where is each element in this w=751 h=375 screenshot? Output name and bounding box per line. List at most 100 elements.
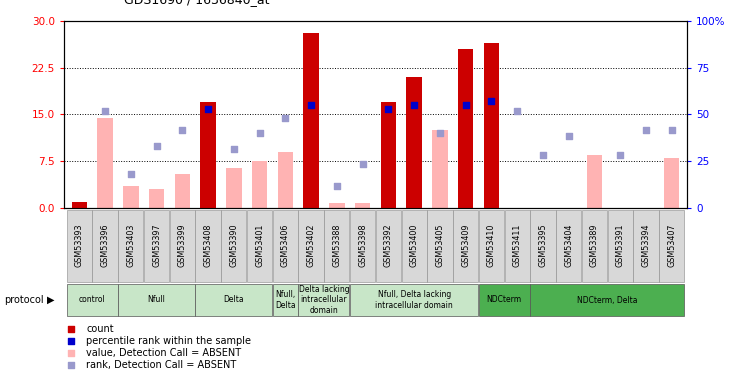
Point — [408, 102, 420, 108]
Bar — [149, 189, 164, 208]
Text: GSM53402: GSM53402 — [306, 224, 315, 267]
Bar — [432, 130, 448, 208]
Point — [254, 130, 266, 136]
Bar — [71, 202, 87, 208]
Bar — [324, 210, 349, 282]
Text: GSM53390: GSM53390 — [229, 224, 238, 267]
Text: ▶: ▶ — [47, 295, 55, 305]
Bar — [226, 168, 242, 208]
Text: Nfull,
Delta: Nfull, Delta — [275, 290, 296, 310]
Text: GSM53392: GSM53392 — [384, 224, 393, 267]
Text: GSM53397: GSM53397 — [152, 224, 161, 267]
Text: GSM53401: GSM53401 — [255, 224, 264, 267]
Bar — [273, 210, 298, 282]
Text: GSM53410: GSM53410 — [487, 224, 496, 267]
Bar — [123, 186, 138, 208]
Point — [537, 152, 549, 158]
Bar — [505, 210, 529, 282]
Point — [202, 106, 214, 112]
Point — [640, 127, 652, 133]
Bar — [144, 210, 169, 282]
Point — [176, 127, 189, 133]
Bar — [247, 210, 272, 282]
Text: GSM53409: GSM53409 — [461, 224, 470, 267]
Point — [357, 161, 369, 167]
Text: GSM53411: GSM53411 — [513, 224, 522, 267]
Text: GSM53391: GSM53391 — [616, 224, 625, 267]
Text: GDS1690 / 1636840_at: GDS1690 / 1636840_at — [124, 0, 270, 6]
Text: control: control — [79, 296, 106, 304]
Text: Delta: Delta — [224, 296, 244, 304]
Bar — [659, 210, 684, 282]
Point — [511, 108, 523, 114]
Point — [614, 152, 626, 158]
Point — [279, 114, 291, 120]
Bar — [67, 284, 118, 316]
Bar — [170, 210, 195, 282]
Point — [331, 183, 343, 189]
Bar — [530, 210, 556, 282]
Bar — [222, 210, 246, 282]
Text: GSM53394: GSM53394 — [641, 224, 650, 267]
Bar — [530, 284, 684, 316]
Point — [434, 130, 446, 136]
Bar — [608, 210, 633, 282]
Bar — [381, 102, 396, 208]
Bar — [484, 42, 499, 208]
Point — [313, 67, 325, 73]
Text: GSM53407: GSM53407 — [667, 224, 676, 267]
Text: GSM53388: GSM53388 — [333, 224, 342, 267]
Text: NDCterm: NDCterm — [487, 296, 522, 304]
Point — [460, 102, 472, 108]
Bar — [376, 210, 401, 282]
Bar — [278, 152, 293, 208]
Text: rank, Detection Call = ABSENT: rank, Detection Call = ABSENT — [86, 360, 237, 370]
Bar — [118, 210, 143, 282]
Bar — [633, 210, 659, 282]
Text: Delta lacking
intracellular
domain: Delta lacking intracellular domain — [299, 285, 349, 315]
Point — [125, 171, 137, 177]
Bar — [273, 284, 298, 316]
Bar — [329, 203, 345, 208]
Text: NDCterm, Delta: NDCterm, Delta — [577, 296, 638, 304]
Text: count: count — [86, 324, 114, 334]
Bar — [303, 33, 319, 208]
Text: Nfull, Delta lacking
intracellular domain: Nfull, Delta lacking intracellular domai… — [376, 290, 453, 310]
Point — [313, 288, 325, 294]
Point — [99, 108, 111, 114]
Bar — [427, 210, 453, 282]
Point — [665, 127, 677, 133]
Text: GSM53400: GSM53400 — [409, 224, 418, 267]
Text: GSM53404: GSM53404 — [564, 224, 573, 267]
Text: GSM53408: GSM53408 — [204, 224, 213, 267]
Bar — [664, 158, 680, 208]
Bar — [458, 49, 473, 208]
Point — [562, 133, 575, 139]
Bar — [556, 210, 581, 282]
Text: GSM53403: GSM53403 — [126, 224, 135, 267]
Text: protocol: protocol — [4, 295, 44, 305]
Point — [313, 178, 325, 184]
Point — [150, 142, 162, 148]
Bar — [479, 210, 504, 282]
Bar — [195, 210, 221, 282]
Point — [485, 98, 497, 104]
Text: GSM53399: GSM53399 — [178, 224, 187, 267]
Point — [305, 102, 317, 108]
Text: value, Detection Call = ABSENT: value, Detection Call = ABSENT — [86, 348, 241, 358]
Bar — [350, 284, 478, 316]
Bar — [350, 210, 376, 282]
Text: GSM53395: GSM53395 — [538, 224, 547, 267]
Bar — [201, 102, 216, 208]
Bar — [195, 284, 272, 316]
Text: GSM53406: GSM53406 — [281, 224, 290, 267]
Bar — [98, 117, 113, 208]
Bar — [582, 210, 607, 282]
Bar — [406, 77, 422, 208]
Bar — [298, 210, 324, 282]
Bar — [402, 210, 427, 282]
Text: GSM53398: GSM53398 — [358, 224, 367, 267]
Bar — [479, 284, 529, 316]
Bar — [92, 210, 118, 282]
Text: Nfull: Nfull — [148, 296, 165, 304]
